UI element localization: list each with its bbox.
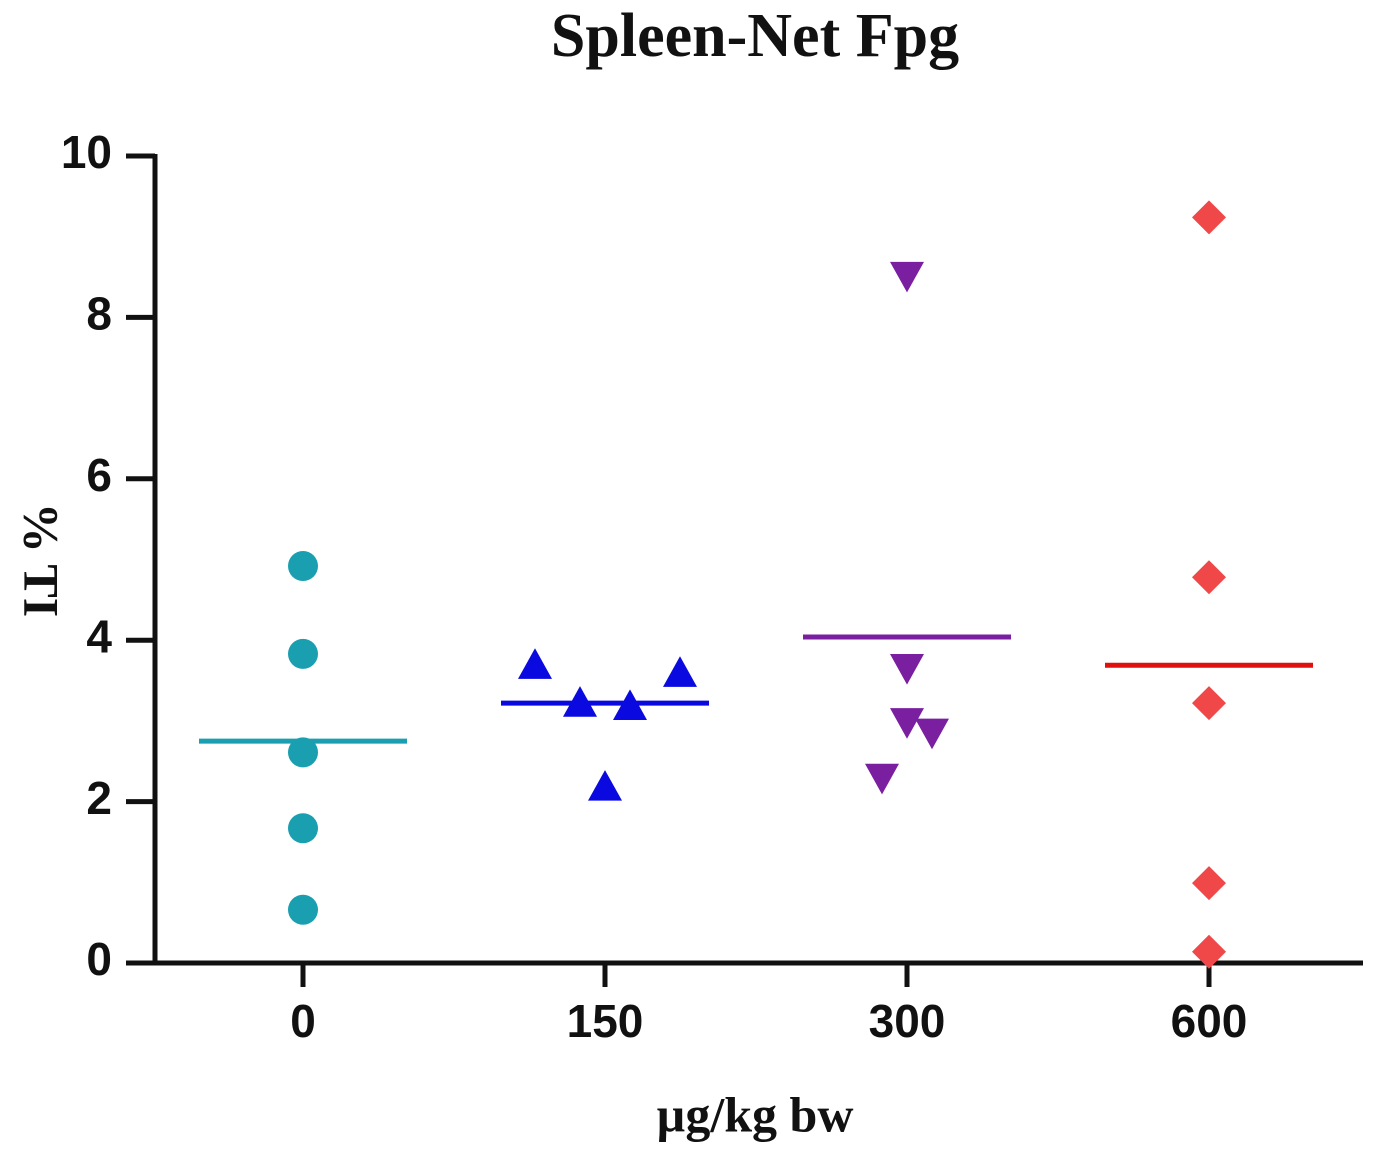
- data-point: [915, 718, 949, 750]
- y-tick-label: 2: [86, 772, 112, 824]
- y-tick-label: 8: [86, 288, 112, 340]
- data-point: [288, 894, 318, 925]
- chart-title: Spleen-Net Fpg: [551, 2, 959, 70]
- x-axis-label: µg/kg bw: [657, 1086, 854, 1142]
- x-tick-label: 300: [869, 995, 946, 1047]
- x-tick-label: 600: [1171, 995, 1248, 1047]
- x-tick-label: 0: [290, 995, 316, 1047]
- data-point: [1192, 200, 1226, 235]
- data-point: [288, 737, 318, 768]
- x-tick-label: 150: [567, 995, 644, 1047]
- data-point: [890, 261, 924, 293]
- data-point: [1192, 686, 1226, 721]
- y-tick-label: 10: [61, 126, 112, 178]
- data-point: [1192, 560, 1226, 595]
- data-point: [288, 638, 318, 669]
- y-tick-label: 4: [86, 610, 112, 662]
- y-axis-label: % TI: [14, 503, 70, 617]
- data-point: [288, 813, 318, 844]
- data-point: [288, 550, 318, 581]
- y-tick-label: 6: [86, 449, 112, 501]
- data-point: [588, 770, 622, 801]
- y-tick-label: 0: [86, 933, 112, 985]
- data-point: [518, 648, 552, 679]
- data-point: [1192, 866, 1226, 901]
- data-point: [890, 654, 924, 685]
- data-point: [865, 763, 899, 795]
- data-point: [1192, 934, 1226, 969]
- data-point: [890, 708, 924, 739]
- data-point: [663, 656, 697, 687]
